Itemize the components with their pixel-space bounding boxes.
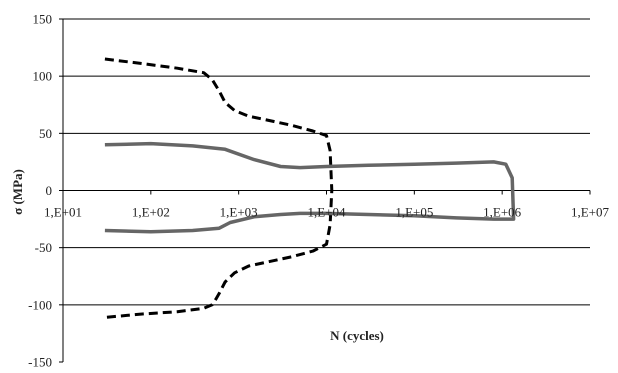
x-tick-label: 1,E+05 — [395, 205, 433, 220]
gridlines — [63, 18, 590, 306]
y-axis-title: σ (MPa) — [10, 169, 25, 215]
x-tick-label: 1,E+04 — [307, 205, 346, 220]
series-group — [104, 57, 516, 319]
x-axis — [62, 190, 591, 195]
y-tick-label: -100 — [28, 297, 52, 312]
x-tick-label: 1,E+02 — [132, 205, 170, 220]
x-tick-label: 1,E+01 — [44, 205, 82, 220]
x-tick-label: 1,E+06 — [483, 205, 522, 220]
series-line-1 — [104, 57, 334, 319]
series-line-2 — [104, 141, 516, 234]
x-tick-label: 1,E+03 — [220, 205, 258, 220]
y-tick-labels: -150 -100 -50 0 50 100 150 — [28, 12, 52, 370]
x-tick-label: 1,E+07 — [571, 205, 610, 220]
y-tick-label: 150 — [33, 12, 53, 27]
y-tick-label: -50 — [35, 240, 52, 255]
y-axis — [59, 18, 64, 363]
y-tick-label: 100 — [33, 69, 53, 84]
y-tick-label: 0 — [46, 183, 53, 198]
y-tick-label: -150 — [28, 355, 52, 370]
x-tick-labels: 1,E+01 1,E+02 1,E+03 1,E+04 1,E+05 1,E+06 1,E+… — [44, 205, 610, 220]
x-axis-title: N (cycles) — [330, 328, 384, 343]
y-tick-label: 50 — [39, 126, 52, 141]
